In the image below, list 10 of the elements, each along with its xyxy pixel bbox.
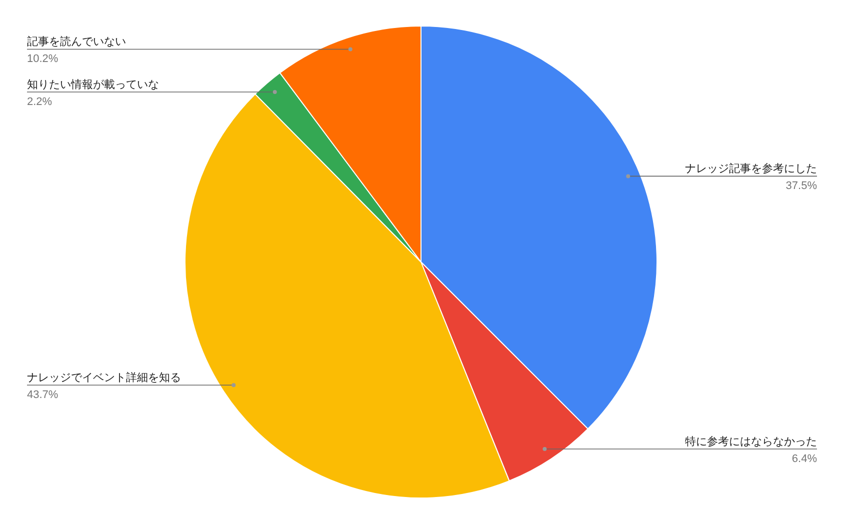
slice-label: 特に参考にはならなかった xyxy=(685,435,817,448)
data-label: 2.2% xyxy=(27,96,52,108)
slice-label: ナレッジ記事を参考にした xyxy=(685,162,817,176)
data-label: 6.4% xyxy=(792,453,818,465)
data-label: 37.5% xyxy=(786,180,818,192)
slice-label: 記事を読んでいない xyxy=(27,35,126,48)
data-label: 10.2% xyxy=(27,53,58,66)
slice-label: 知りたい情報が載っていな xyxy=(27,78,159,91)
data-label: 43.7% xyxy=(27,389,58,402)
slice-label: ナレッジでイベント詳細を知る xyxy=(27,371,181,384)
